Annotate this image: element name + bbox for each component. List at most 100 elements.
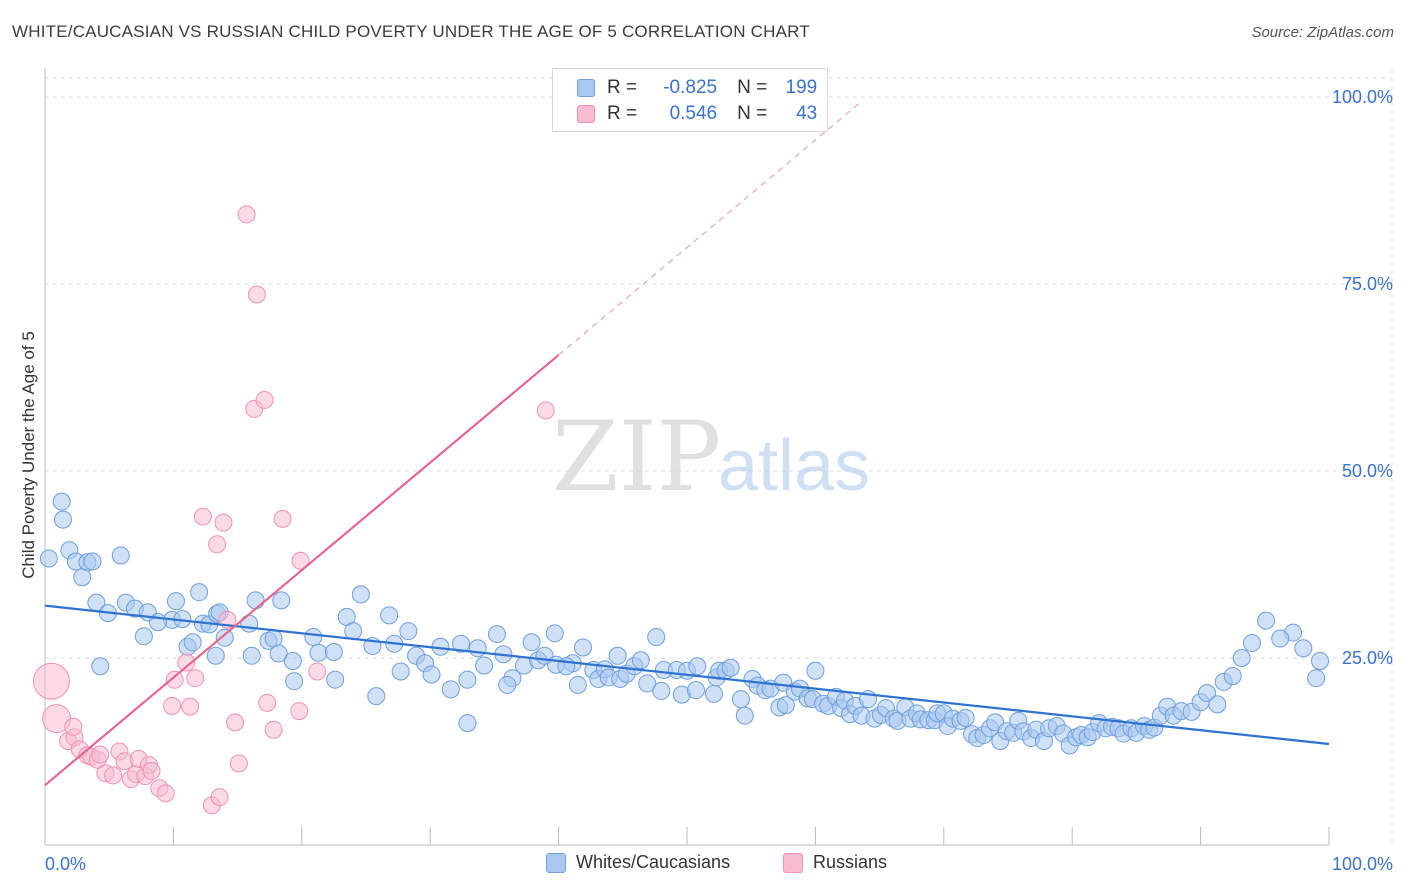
data-point-russians [226, 713, 245, 732]
bottom-legend: Whites/Caucasians Russians [0, 852, 1406, 878]
watermark: ZIP atlas [552, 401, 870, 513]
data-point-whites [1311, 651, 1330, 670]
data-point-whites [688, 657, 707, 676]
data-point-whites [638, 674, 657, 693]
data-point-russians [91, 745, 110, 764]
whites-points [39, 492, 1330, 755]
data-point-whites [487, 625, 506, 644]
data-point-russians [237, 205, 256, 224]
data-point-whites [704, 684, 723, 703]
data-point-whites [1198, 684, 1217, 703]
data-point-whites [111, 546, 130, 565]
data-point-russians [64, 717, 83, 736]
grid-layer [45, 70, 1393, 845]
legend-r-value: 0.546 [669, 103, 718, 124]
tick-labels: 25.0% 50.0% 75.0% 100.0% 0.0% 100.0% [45, 87, 1393, 874]
data-point-whites [573, 638, 592, 657]
data-point-whites [1307, 669, 1326, 688]
data-point-russians [308, 662, 327, 681]
data-point-whites [367, 687, 386, 706]
legend-row-russians: R = 0.546 N = 43 [577, 101, 817, 127]
legend-r-value: -0.825 [663, 77, 718, 98]
data-point-whites [452, 634, 471, 653]
trend-line-russians [44, 354, 560, 787]
data-point-whites [272, 591, 291, 610]
data-point-whites [39, 549, 58, 568]
data-point-whites [1208, 695, 1227, 714]
data-point-whites [134, 627, 153, 646]
data-point-whites [1242, 634, 1261, 653]
data-point-whites [631, 651, 650, 670]
data-point-whites [91, 657, 110, 676]
data-point-russians [291, 551, 310, 570]
data-point-whites [545, 624, 564, 643]
legend-swatch-blue [546, 852, 566, 873]
data-point-whites [344, 622, 363, 641]
legend-row-whites: R = -0.825 N = 199 [577, 75, 817, 101]
data-point-whites [324, 643, 343, 662]
data-point-whites [458, 670, 477, 689]
data-point-whites [215, 628, 234, 647]
data-point-russians [536, 401, 555, 420]
legend-n-value: 199 [785, 77, 818, 98]
data-point-whites [309, 643, 328, 662]
data-point-whites [52, 492, 71, 511]
data-point-russians [156, 784, 175, 803]
data-point-whites [806, 661, 825, 680]
data-point-whites [956, 708, 975, 727]
data-point-whites [399, 622, 418, 641]
data-point-russians [273, 509, 292, 528]
data-point-russians [177, 653, 196, 672]
data-point-whites [422, 665, 441, 684]
data-point-russians [290, 702, 309, 721]
legend-n-value: 43 [796, 103, 818, 124]
legend-item-whites: Whites/Caucasians [546, 852, 730, 873]
data-point-whites [304, 628, 323, 647]
legend-n-label: N = [737, 77, 768, 98]
data-point-whites [458, 714, 477, 733]
data-point-whites [441, 680, 460, 699]
data-point-russians [142, 761, 161, 780]
data-point-whites [721, 658, 740, 677]
data-point-whites [183, 633, 202, 652]
data-point-russians [165, 670, 184, 689]
watermark-zip: ZIP [552, 401, 721, 513]
legend-r-label: R = [607, 77, 638, 98]
legend-label-whites: Whites/Caucasians [576, 852, 731, 872]
data-point-whites [190, 583, 209, 602]
data-point-whites [391, 662, 410, 681]
data-point-whites [246, 591, 265, 610]
data-point-whites [326, 670, 345, 689]
data-point-whites [73, 568, 92, 587]
legend-box: R = -0.825 N = 199 R = 0.546 N = 43 [552, 68, 828, 132]
legend-label-russians: Russians [813, 852, 888, 872]
data-point-whites [1271, 629, 1290, 648]
data-point-whites [83, 552, 102, 571]
data-point-russians [210, 788, 229, 807]
data-point-whites [269, 644, 288, 663]
data-point-whites [686, 681, 705, 700]
data-point-russians [181, 697, 200, 716]
data-point-whites [1232, 649, 1251, 667]
data-point-russians [104, 766, 123, 785]
chart-title: WHITE/CAUCASIAN VS RUSSIAN CHILD POVERTY… [12, 22, 810, 41]
data-point-russians [255, 390, 274, 409]
data-point-whites [647, 628, 666, 647]
data-point-whites [206, 646, 225, 665]
data-point-whites [166, 592, 185, 611]
trend-lines [44, 101, 1330, 787]
legend-swatch-pink [783, 852, 803, 873]
y-tick-label: 75.0% [1342, 274, 1393, 294]
data-point-whites [498, 675, 517, 694]
y-tick-label: 25.0% [1342, 648, 1393, 668]
x-tick-label: 0.0% [45, 854, 86, 874]
data-point-russians [264, 720, 283, 739]
data-point-russians [258, 693, 277, 712]
source-label: Source: ZipAtlas.com [1251, 24, 1394, 41]
data-point-whites [522, 633, 541, 652]
data-point-russians [32, 662, 70, 700]
y-tick-label: 100.0% [1332, 87, 1393, 107]
data-point-whites [1223, 666, 1242, 685]
data-point-whites [608, 646, 627, 665]
data-point-whites [735, 706, 754, 725]
